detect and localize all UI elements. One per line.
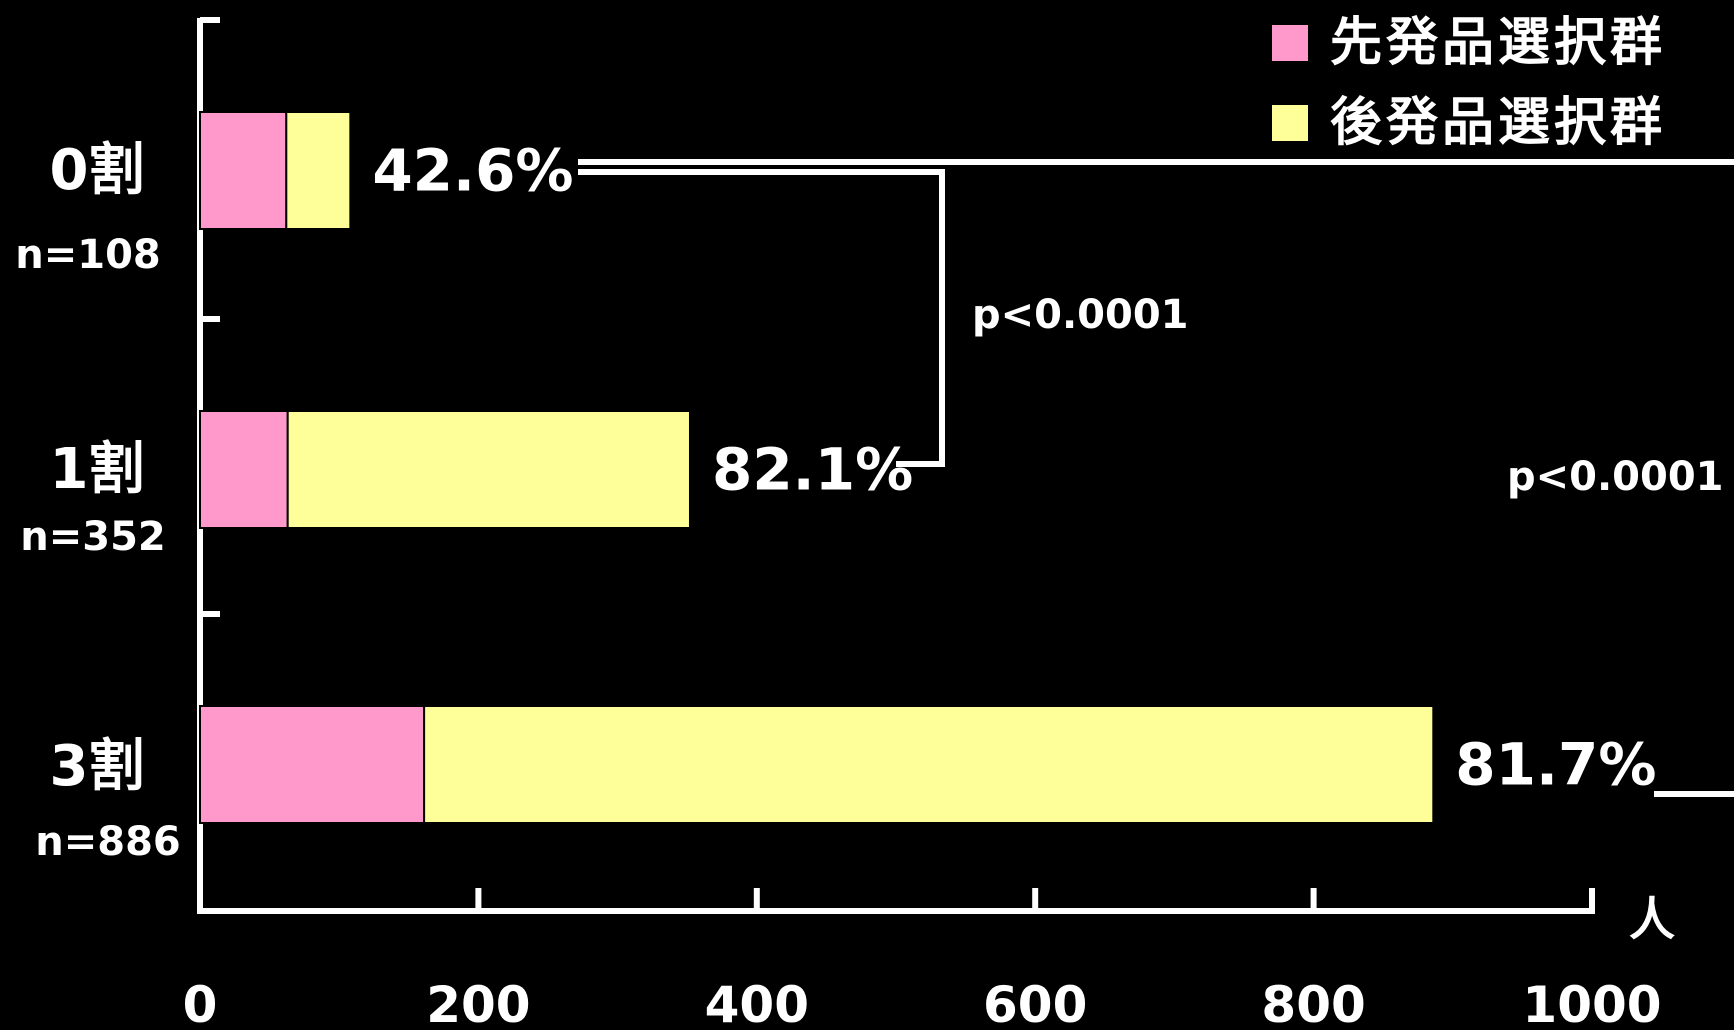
p-value-label: p<0.0001 — [972, 292, 1189, 338]
percent-label: 81.7% — [1455, 731, 1656, 799]
axes: 0 200 400 600 800 1000 人 — [183, 17, 1675, 1030]
bar-segment-generic — [423, 705, 1435, 824]
bracket-line — [578, 169, 945, 467]
significance-brackets: p<0.0001 p<0.0001 — [578, 159, 1734, 797]
bar-segment-brand — [199, 111, 288, 230]
n-label: n=352 — [20, 514, 166, 560]
p-value-label: p<0.0001 — [1507, 454, 1724, 500]
legend-label: 先発品選択群 — [1330, 13, 1666, 73]
x-axis-unit: 人 — [1629, 892, 1675, 946]
labels: 0割 n=108 42.6% 1割 n=352 82.1% 3割 n=886 81.7% — [15, 137, 1656, 866]
percent-label: 42.6% — [372, 137, 573, 205]
x-tick-label: 1000 — [1522, 976, 1661, 1030]
bar-segment-generic — [286, 410, 691, 529]
n-label: n=108 — [15, 232, 161, 278]
category-label: 1割 — [50, 437, 145, 502]
legend-swatch — [1272, 25, 1308, 61]
n-label: n=886 — [35, 819, 181, 865]
category-label: 0割 — [50, 138, 145, 203]
bars — [199, 111, 1435, 824]
bar-segment-brand — [199, 410, 289, 529]
bar-segment-generic — [285, 111, 352, 230]
x-tick-label: 0 — [183, 976, 218, 1030]
legend-label: 後発品選択群 — [1330, 93, 1666, 153]
bar-segment-brand — [199, 705, 426, 824]
x-tick-label: 400 — [705, 976, 809, 1030]
percent-label: 82.1% — [712, 436, 913, 504]
legend-swatch — [1272, 105, 1308, 141]
category-label: 3割 — [50, 734, 145, 799]
x-tick-label: 200 — [426, 976, 530, 1030]
x-tick-label: 800 — [1261, 976, 1365, 1030]
x-tick-label: 600 — [983, 976, 1087, 1030]
